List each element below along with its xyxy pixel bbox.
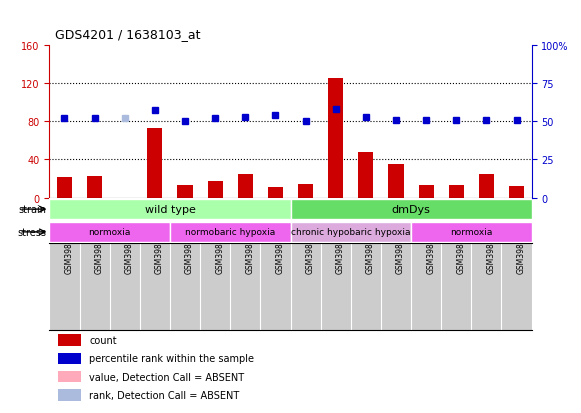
Text: GSM398837: GSM398837 [245,228,254,274]
Text: normoxia: normoxia [88,228,131,237]
Bar [389,165,404,198]
Bar [449,186,464,198]
Text: percentile rank within the sample: percentile rank within the sample [89,354,254,363]
Bar [411,222,532,242]
Bar [268,188,283,198]
Bar [58,335,81,346]
Text: normobaric hypoxia: normobaric hypoxia [185,228,275,237]
Bar [170,222,290,242]
Text: dmDys: dmDys [392,204,431,215]
Text: GSM398842: GSM398842 [155,228,164,274]
Bar [328,79,343,198]
Text: GSM398840: GSM398840 [95,228,103,274]
Bar [207,182,223,198]
Text: GSM398834: GSM398834 [517,228,526,274]
Bar [290,222,411,242]
Bar [358,152,374,198]
Text: GSM398836: GSM398836 [215,228,224,274]
Bar [58,389,81,401]
Bar [57,177,72,198]
Bar [238,174,253,198]
Bar [418,186,433,198]
Text: chronic hypobaric hypoxia: chronic hypobaric hypoxia [291,228,411,237]
Text: GSM398838: GSM398838 [275,228,285,274]
Text: GSM398828: GSM398828 [336,228,345,273]
Text: GSM398830: GSM398830 [396,228,405,274]
Bar [49,199,290,220]
Text: normoxia: normoxia [450,228,493,237]
Bar [49,222,170,242]
Text: GSM398832: GSM398832 [456,228,465,274]
Text: GSM398839: GSM398839 [64,228,73,274]
Text: GSM398827: GSM398827 [306,228,314,274]
Bar [148,128,163,198]
Bar [509,187,524,198]
Text: GSM398835: GSM398835 [185,228,194,274]
Text: stress: stress [17,227,46,237]
Bar [479,174,494,198]
Text: GSM398829: GSM398829 [366,228,375,274]
Text: GSM398833: GSM398833 [486,228,496,274]
Text: count: count [89,335,117,345]
Text: GSM398831: GSM398831 [426,228,435,274]
Bar [87,176,102,198]
Bar [298,185,313,198]
Bar [290,199,532,220]
Text: rank, Detection Call = ABSENT: rank, Detection Call = ABSENT [89,390,239,400]
Text: wild type: wild type [145,204,195,215]
Bar [58,371,81,382]
Text: strain: strain [19,204,46,215]
Bar [177,186,192,198]
Bar [58,353,81,364]
Text: value, Detection Call = ABSENT: value, Detection Call = ABSENT [89,372,245,382]
Text: GDS4201 / 1638103_at: GDS4201 / 1638103_at [55,28,200,41]
Text: GSM398841: GSM398841 [125,228,134,274]
